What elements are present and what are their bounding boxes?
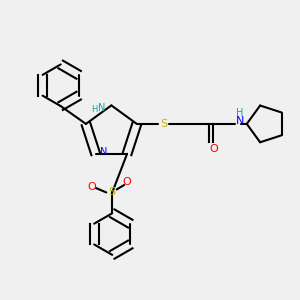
Text: N: N	[98, 103, 105, 113]
Text: O: O	[123, 177, 131, 187]
Text: S: S	[160, 119, 167, 129]
Text: N: N	[236, 116, 245, 126]
Text: O: O	[210, 144, 218, 154]
Text: N: N	[100, 147, 107, 157]
Text: O: O	[87, 182, 96, 191]
Text: H: H	[92, 105, 98, 114]
Text: H: H	[236, 108, 244, 118]
Text: S: S	[109, 188, 116, 197]
